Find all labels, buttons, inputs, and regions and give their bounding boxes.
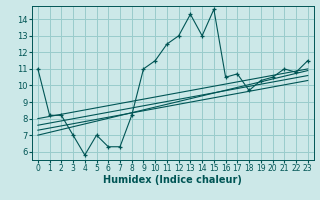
X-axis label: Humidex (Indice chaleur): Humidex (Indice chaleur) — [103, 175, 242, 185]
